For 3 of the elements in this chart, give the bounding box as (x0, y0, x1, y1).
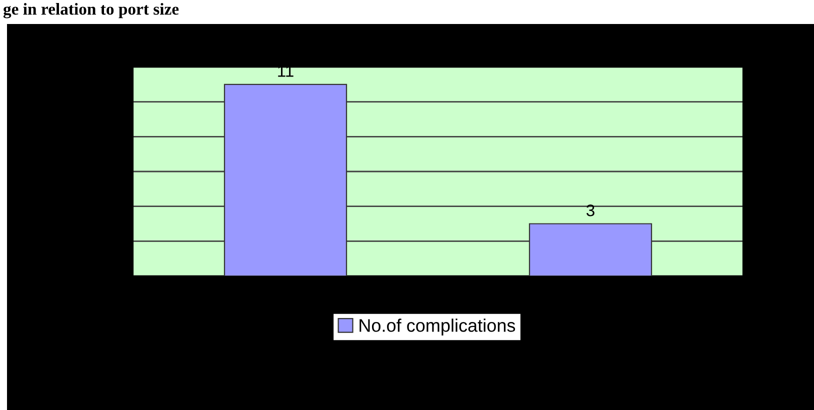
legend-label: No.of complications (360, 318, 516, 336)
chart-title: ge in relation to port size (3, 3, 179, 18)
data-label: 3 (586, 204, 594, 216)
